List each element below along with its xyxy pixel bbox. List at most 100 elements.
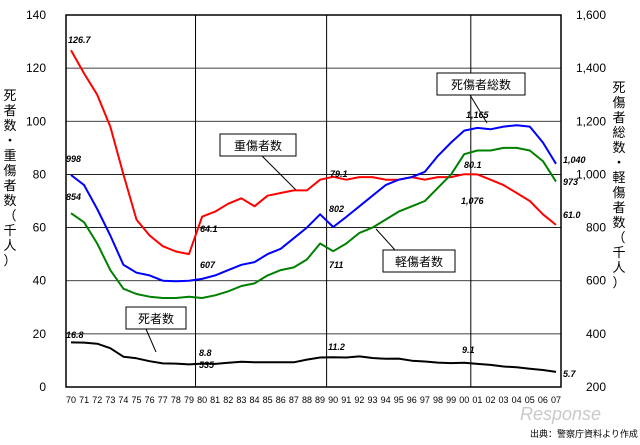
x-tick-label: 92: [354, 395, 364, 405]
x-tick-label: 07: [551, 395, 561, 405]
right-tick-label: 200: [586, 380, 606, 394]
left-tick-label: 20: [33, 327, 47, 341]
watermark: Response: [520, 404, 601, 424]
right-tick-label: 1,000: [576, 167, 606, 181]
x-tick-label: 95: [394, 395, 404, 405]
x-tick-label: 00: [459, 395, 469, 405]
left-tick-label: 100: [26, 114, 46, 128]
series-line-死傷者総数: [70, 124, 557, 283]
series-layer: [70, 49, 557, 373]
data-label: 126.7: [68, 35, 92, 45]
x-tick-label: 06: [538, 395, 548, 405]
data-label: 61.0: [563, 210, 581, 220]
x-tick-label: 70: [66, 395, 76, 405]
x-tick-label: 01: [472, 395, 482, 405]
callout-box: [125, 306, 187, 330]
data-label: 1,076: [461, 196, 485, 206]
data-label: 1,165: [466, 110, 490, 120]
x-tick-label: 87: [289, 395, 299, 405]
source-note: 出典：警察庁資料より作成: [530, 428, 638, 440]
x-tick-label: 78: [171, 395, 181, 405]
data-label: 8.8: [199, 348, 212, 358]
callout-leader: [375, 228, 396, 251]
x-tick-label: 73: [105, 395, 115, 405]
x-tick-label: 85: [263, 395, 273, 405]
x-tick-label: 86: [276, 395, 286, 405]
x-tick-label: 80: [197, 395, 207, 405]
x-tick-label: 93: [367, 395, 377, 405]
left-tick-label: 140: [26, 8, 46, 22]
x-tick-label: 83: [236, 395, 246, 405]
data-label: 607: [200, 260, 216, 270]
data-label: 16.8: [66, 330, 84, 340]
data-label: 711: [329, 260, 343, 270]
x-tick-label: 77: [158, 395, 168, 405]
data-label: 64.1: [200, 224, 218, 234]
data-label: 802: [329, 204, 344, 214]
x-tick-label: 81: [210, 395, 220, 405]
data-label: 854: [66, 192, 81, 202]
x-tick-label: 82: [223, 395, 233, 405]
series-line-重傷者数: [70, 49, 557, 256]
x-tick-label: 79: [184, 395, 194, 405]
right-tick-label: 1,600: [576, 8, 606, 22]
callout-label: 重傷者数: [234, 138, 282, 153]
x-tick-label: 05: [525, 395, 535, 405]
callout-box: [219, 133, 297, 157]
x-tick-label: 75: [132, 395, 142, 405]
right-tick-label: 1,400: [576, 61, 606, 75]
x-tick-label: 89: [315, 395, 325, 405]
data-label: 11.2: [328, 342, 345, 352]
callout-label: 死傷者総数: [451, 77, 511, 92]
left-tick-label: 40: [33, 274, 47, 288]
right-tick-label: 600: [586, 274, 606, 288]
data-label: 9.1: [462, 345, 475, 355]
plot-frame: [65, 14, 562, 388]
callout-box: [436, 72, 526, 96]
left-tick-label: 60: [33, 221, 47, 235]
x-tick-label: 91: [341, 395, 351, 405]
right-tick-label: 1,200: [576, 114, 606, 128]
left-tick-label: 120: [26, 61, 46, 75]
grid: [66, 15, 561, 387]
x-tick-label: 84: [250, 395, 260, 405]
x-tick-label: 72: [92, 395, 102, 405]
data-label: 998: [66, 154, 81, 164]
left-axis-label: 死者数・重傷者数（千人）: [3, 89, 16, 269]
right-tick-label: 400: [586, 327, 606, 341]
data-label: 5.7: [563, 369, 577, 379]
x-tick-label: 96: [407, 395, 417, 405]
data-label: 79.1: [330, 169, 348, 179]
callout-leader: [145, 328, 157, 353]
x-tick-label: 94: [381, 395, 391, 405]
callout-label: 死者数: [138, 311, 174, 326]
left-tick-label: 80: [33, 167, 47, 181]
x-tick-label: 88: [302, 395, 312, 405]
x-tick-label: 99: [446, 395, 456, 405]
callout-leader: [261, 155, 297, 191]
data-label: 973: [563, 177, 578, 187]
series-line-軽傷者数: [70, 146, 557, 299]
right-axis-label: 死傷者総数・軽傷者数（千人）: [612, 81, 625, 291]
x-tick-label: 02: [485, 395, 495, 405]
callout-leader: [469, 94, 488, 124]
data-label: 535: [199, 360, 215, 370]
x-tick-label: 76: [145, 395, 155, 405]
x-tick-label: 03: [499, 395, 509, 405]
callout-box: [382, 249, 456, 273]
left-tick-label: 0: [39, 380, 46, 394]
x-tick-label: 97: [420, 395, 430, 405]
right-tick-label: 800: [586, 221, 606, 235]
series-line-死者数: [70, 341, 557, 373]
x-tick-label: 04: [512, 395, 522, 405]
data-label: 80.1: [464, 160, 482, 170]
x-tick-label: 71: [79, 395, 89, 405]
x-tick-label: 90: [328, 395, 338, 405]
x-tick-label: 74: [118, 395, 128, 405]
data-label: 1,040: [563, 155, 586, 165]
callout-label: 軽傷者数: [395, 254, 443, 269]
x-tick-label: 98: [433, 395, 443, 405]
